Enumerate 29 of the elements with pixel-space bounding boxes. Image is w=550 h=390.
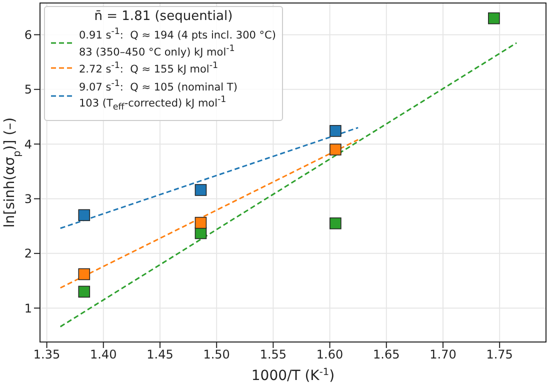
legend-label: 0.91 s$^{-1}$: Q ≈ 194 (4 pts incl. 300 °C) 83 (350–450 °C only) kJ mol$^{-1}$	[79, 26, 276, 59]
legend-label: 9.07 s$^{-1}$: Q ≈ 105 (nominal T) 103 (T$_{eff}$-corrected) kJ mol$^{-1}$	[79, 78, 238, 115]
y-tick-label: 1	[24, 301, 32, 316]
x-tick-label: 1.65	[373, 348, 400, 362]
point	[78, 286, 90, 298]
x-tick-label: 1.50	[203, 348, 230, 362]
point	[330, 144, 342, 156]
point	[78, 209, 90, 222]
point	[78, 268, 90, 280]
x-tick-label: 1.75	[486, 348, 513, 362]
x-tick-label: 1.60	[316, 348, 344, 362]
x-tick-label: 1.40	[90, 348, 117, 362]
y-tick-label: 4	[24, 137, 32, 152]
y-tick-label: 2	[24, 246, 32, 261]
x-tick-label: 1.35	[33, 348, 60, 362]
x-axis-title: 1000/T (K$^{-1}$)	[251, 366, 335, 384]
point	[330, 217, 342, 230]
y-tick-label: 5	[24, 82, 32, 97]
point	[194, 184, 207, 196]
y-tick-label: 6	[24, 28, 32, 42]
point	[330, 125, 342, 137]
x-tick-label: 1.55	[260, 348, 287, 362]
point	[194, 216, 207, 229]
x-tick-label: 1.70	[430, 348, 456, 362]
x-tick-label: 1.45	[146, 348, 174, 362]
y-tick-label: 3	[24, 192, 32, 206]
legend-label: 2.72 s$^{-1}$: Q ≈ 155 kJ mol$^{-1}$	[79, 60, 218, 76]
legend-title: n̄ = 1.81 (sequential)	[93, 9, 234, 24]
point	[488, 12, 500, 24]
